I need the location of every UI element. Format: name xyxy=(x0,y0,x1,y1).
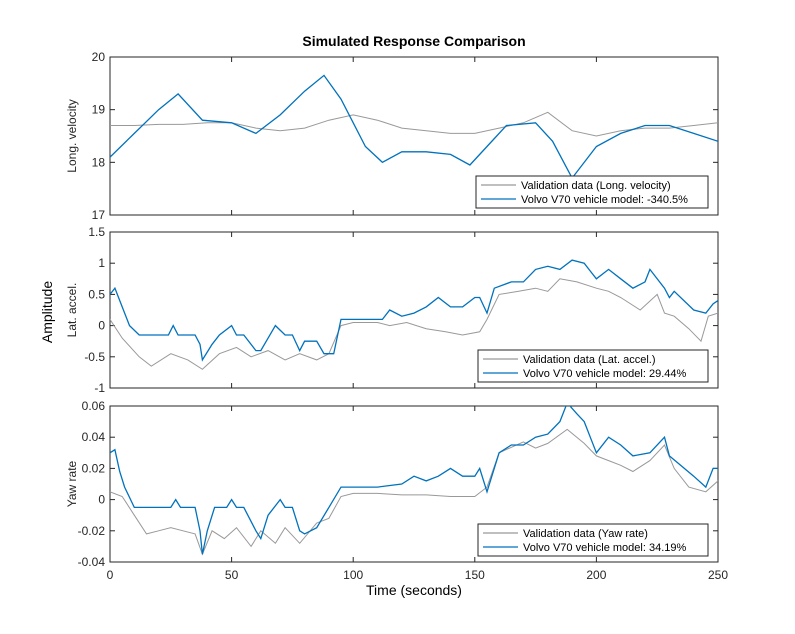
legend-label: Validation data (Yaw rate) xyxy=(523,528,648,540)
chart-title: Simulated Response Comparison xyxy=(302,33,525,49)
legend-label: Validation data (Lat. accel.) xyxy=(523,354,655,366)
y-tick-label: 20 xyxy=(92,50,106,64)
y-tick-label: 1 xyxy=(98,256,105,270)
legend: Validation data (Lat. accel.) Volvo V70 v… xyxy=(477,349,709,383)
common-y-label: Amplitude xyxy=(39,281,55,343)
series-model-line xyxy=(110,74,718,180)
y-tick-label: 1.5 xyxy=(88,225,105,239)
x-tick-label: 250 xyxy=(708,568,728,582)
legend: Validation data (Yaw rate) Volvo V70 vehi… xyxy=(477,523,709,557)
y-tick-label: 17 xyxy=(92,208,106,222)
series-validation-line xyxy=(110,278,718,370)
subplot-3: -0.04 -0.02 0 0.02 0.04 0.06 0 50 100 150 200 250 Ya… xyxy=(65,399,728,582)
series-model-line xyxy=(110,259,718,362)
y-axis-label: Long. velocity xyxy=(65,99,79,172)
y-tick-label: 0 xyxy=(98,493,105,507)
y-tick-label: 18 xyxy=(92,155,106,169)
legend-box xyxy=(477,523,709,557)
legend-box xyxy=(475,175,709,209)
legend-label: Volvo V70 vehicle model: -340.5% xyxy=(521,194,688,206)
y-axis-label: Yaw rate xyxy=(65,460,79,507)
x-axis-label: Time (seconds) xyxy=(366,582,462,598)
legend-label: Validation data (Long. velocity) xyxy=(521,180,671,192)
legend-box xyxy=(477,349,709,383)
y-tick-label: 0 xyxy=(98,319,105,333)
y-axis-label: Lat. accel. xyxy=(65,283,79,338)
x-tick-label: 50 xyxy=(225,568,239,582)
x-tick-label: 0 xyxy=(107,568,114,582)
y-tick-label: 0.04 xyxy=(82,430,106,444)
y-tick-label: 0.5 xyxy=(88,287,105,301)
series-validation-line xyxy=(110,111,718,137)
y-tick-label: -0.5 xyxy=(84,350,105,364)
y-tick-label: 0.06 xyxy=(82,399,106,413)
y-tick-label: -0.02 xyxy=(78,524,106,538)
subplot-1: 17 18 19 20 Long. velocity Validation data (L… xyxy=(65,50,719,222)
series-validation-line xyxy=(110,428,718,556)
legend-label: Volvo V70 vehicle model: 29.44% xyxy=(523,368,686,380)
y-tick-label: 19 xyxy=(92,103,106,117)
y-tick-label: -0.04 xyxy=(78,555,106,569)
legend-label: Volvo V70 vehicle model: 34.19% xyxy=(523,542,686,554)
x-tick-label: 200 xyxy=(586,568,606,582)
y-tick-label: 0.02 xyxy=(82,461,106,475)
subplot-2: -1 -0.5 0 0.5 1 1.5 Lat. accel. Validation data… xyxy=(65,225,719,395)
legend: Validation data (Long. velocity) Volvo V7… xyxy=(475,175,709,209)
subplots: 17 18 19 20 Long. velocity Validation data (L… xyxy=(65,50,728,582)
x-tick-label: 100 xyxy=(343,568,363,582)
x-tick-label: 150 xyxy=(465,568,485,582)
series-model-line xyxy=(110,406,718,555)
y-tick-label: -1 xyxy=(94,381,105,395)
